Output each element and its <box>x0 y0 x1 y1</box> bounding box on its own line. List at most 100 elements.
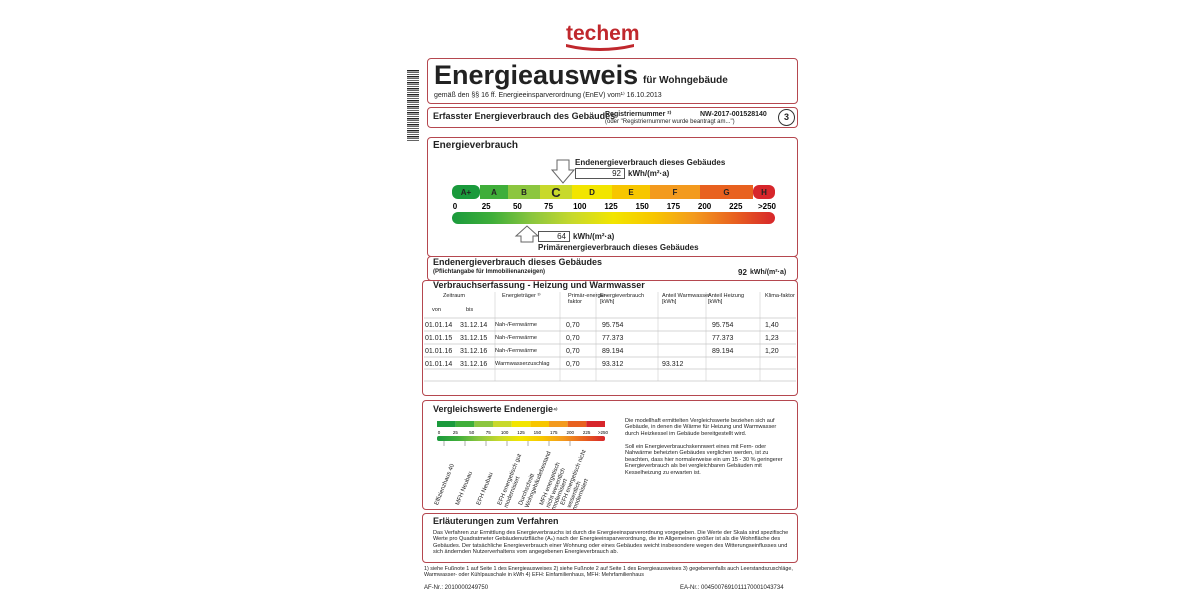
header-box <box>427 58 798 104</box>
comparison-scale-label: 0 <box>438 430 441 435</box>
final-unit: kWh/(m²·a) <box>628 169 670 178</box>
table-subheader: bis <box>466 307 474 313</box>
class-band <box>540 185 572 199</box>
comparison-scale-label: 75 <box>486 430 492 435</box>
explanation-title: Erläuterungen zum Verfahren <box>433 516 559 526</box>
barcode-bar <box>407 116 419 117</box>
table-cell: 77.373 <box>712 335 734 342</box>
table-header: Klima-faktor <box>765 293 795 299</box>
barcode <box>407 70 419 141</box>
comparison-scale-label: 125 <box>517 430 525 435</box>
scale-gradient <box>452 212 775 224</box>
comparison-band <box>549 421 568 427</box>
regulation: gemäß den §§ 16 ff. Energieeinsparverord… <box>434 92 662 99</box>
barcode-bar <box>407 104 419 105</box>
barcode-bar <box>407 72 419 73</box>
table-header: Zeitraum <box>443 293 466 299</box>
class-label: C <box>551 185 561 200</box>
table-cell: 01.01.14 <box>425 322 453 329</box>
barcode-bar <box>407 74 419 75</box>
barcode-bar <box>407 82 419 84</box>
class-label: B <box>521 188 527 197</box>
title: Energieausweis <box>434 60 639 90</box>
barcode-bar <box>407 112 419 114</box>
comparison-scale-label: 25 <box>453 430 459 435</box>
scale-label: 175 <box>667 202 681 211</box>
logo: techem <box>566 22 640 45</box>
barcode-bar <box>407 122 419 123</box>
table-subheader: von <box>432 307 442 313</box>
comparison-scale-label: 200 <box>566 430 574 435</box>
barcode-bar <box>407 108 419 109</box>
table-cell: 01.01.16 <box>425 348 453 355</box>
table-cell: Warmwasserzuschlag <box>495 361 550 367</box>
table-cell: 0,70 <box>566 348 580 355</box>
comparison-band <box>567 421 587 427</box>
barcode-bar <box>407 84 419 85</box>
table-header: Energieträger ³⁾ <box>502 293 541 299</box>
comparison-scale-label: 100 <box>501 430 509 435</box>
class-label: A+ <box>461 188 472 197</box>
class-label: D <box>589 188 595 197</box>
registration-number: NW-2017-001528140 <box>700 111 767 118</box>
scale-label: 75 <box>544 202 553 211</box>
scale-label: 25 <box>482 202 491 211</box>
barcode-bar <box>407 92 419 93</box>
table-cell: 89.194 <box>712 348 734 355</box>
class-band <box>508 185 540 199</box>
scale-label: 125 <box>604 202 618 211</box>
table-cell: 0,70 <box>566 335 580 342</box>
table-cell: Nah-/Fernwärme <box>495 335 537 341</box>
barcode-bar <box>407 110 419 111</box>
table-cell: 89.194 <box>602 348 624 355</box>
mandatory-note: (Pflichtangabe für Immobilienanzeigen) <box>433 269 546 275</box>
table-cell: 0,70 <box>566 361 580 368</box>
table-header: Energieverbrauch [kWh] <box>600 293 645 306</box>
table-cell: 01.01.14 <box>425 361 453 368</box>
class-band <box>700 185 753 199</box>
af-nr: AF-Nr.: 2010000249750 <box>424 585 489 591</box>
table-header: Primär-energie-faktor <box>568 293 607 306</box>
barcode-bar <box>407 136 419 138</box>
final-value: 92 <box>575 168 625 179</box>
comparison-text: Soll ein Energieverbrauchskennwert eines… <box>625 444 783 476</box>
table-cell: 93.312 <box>662 361 684 368</box>
primary-value: 64 <box>538 231 570 242</box>
barcode-bar <box>407 80 419 81</box>
table-cell: 01.01.15 <box>425 335 453 342</box>
barcode-bar <box>407 130 419 132</box>
primary-arrow <box>514 225 540 243</box>
comparison-scale-label: >250 <box>598 430 609 435</box>
barcode-bar <box>407 100 419 102</box>
registration-note: (oder "Registriernummer wurde beantragt … <box>605 119 735 125</box>
table-cell: 77.373 <box>602 335 624 342</box>
comparison-band <box>455 421 475 427</box>
explanation-text: Das Verfahren zur Ermittlung des Energie… <box>433 530 789 556</box>
comparison-band <box>437 421 456 427</box>
table-cell: 31.12.16 <box>460 348 488 355</box>
comparison-scale-label: 50 <box>469 430 475 435</box>
comparison-band <box>530 421 549 427</box>
comparison-band <box>511 421 531 427</box>
comparison-box <box>422 400 798 510</box>
table-cell: Nah-/Fernwärme <box>495 322 537 328</box>
barcode-bar <box>407 126 419 127</box>
mandatory-value: 92 <box>738 268 747 277</box>
comparison-title-note: ⁴⁾ <box>553 408 558 414</box>
class-label: F <box>673 188 678 197</box>
scale-label: 200 <box>698 202 712 211</box>
table-cell: 31.12.15 <box>460 335 488 342</box>
comparison-gradient <box>437 436 605 441</box>
barcode-bar <box>407 102 419 103</box>
page-number: 3 <box>778 109 795 126</box>
ea-nr: EA-Nr.: 0045007691011170001043734 <box>680 585 784 591</box>
barcode-bar <box>407 114 419 115</box>
barcode-bar <box>407 76 419 78</box>
barcode-bar <box>407 140 419 141</box>
scale-label: 100 <box>573 202 587 211</box>
barcode-bar <box>407 134 419 135</box>
mandatory-title: Endenergieverbrauch dieses Gebäudes <box>433 257 603 267</box>
primary-label: Primärenergieverbrauch dieses Gebäudes <box>538 243 699 252</box>
